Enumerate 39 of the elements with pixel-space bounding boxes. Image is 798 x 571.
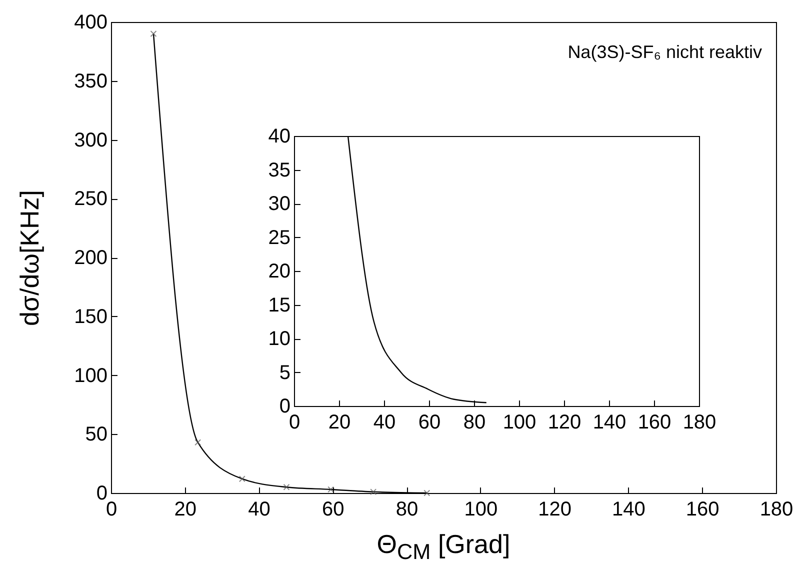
y-tick-label: 400 <box>74 12 108 34</box>
x-tick-label: 160 <box>686 498 720 520</box>
x-tick-label: 40 <box>248 498 270 520</box>
y-tick-label: 50 <box>85 424 108 446</box>
y-tick-label: 300 <box>74 129 108 152</box>
y-tick-label: 35 <box>268 159 290 182</box>
y-tick-label: 150 <box>74 306 108 328</box>
annotation: Na(3S)-SF₆ nicht reaktiv <box>568 42 762 63</box>
x-tick-label: 80 <box>463 412 486 434</box>
y-tick-label: 20 <box>268 260 290 282</box>
y-tick-label: 40 <box>268 126 290 148</box>
x-tick-label: 160 <box>638 412 672 434</box>
y-tick-label: 200 <box>74 247 108 269</box>
y-tick-label: 250 <box>74 188 108 210</box>
y-tick-label: 30 <box>268 193 290 215</box>
x-tick-label: 120 <box>548 412 582 434</box>
x-tick-label: 120 <box>538 498 572 520</box>
x-tick-label: 20 <box>328 412 351 434</box>
y-tick-label: 25 <box>268 226 290 249</box>
x-tick-label: 100 <box>464 498 498 520</box>
x-tick-label: 20 <box>174 498 197 520</box>
y-tick-label: 5 <box>279 362 290 384</box>
x-tick-label: 180 <box>760 498 794 520</box>
x-tick-label: 60 <box>418 412 441 434</box>
x-tick-label: 140 <box>612 498 646 520</box>
x-tick-label: 80 <box>396 498 418 520</box>
x-tick-label: 100 <box>502 412 536 434</box>
y-tick-label: 10 <box>268 328 290 350</box>
y-axis-title: dσ/dω[KHz] <box>14 189 46 326</box>
x-tick-label: 60 <box>322 498 344 520</box>
x-tick-label: 140 <box>592 412 626 434</box>
y-tick-label: 350 <box>74 70 108 92</box>
y-tick-label: 0 <box>279 396 290 418</box>
x-axis-title: Θ$_{CM}$ [Grad] <box>376 529 510 566</box>
y-tick-label: 15 <box>268 294 290 316</box>
y-tick-label: 0 <box>96 482 108 504</box>
x-tick-label: 40 <box>373 412 396 434</box>
x-tick-label: 180 <box>682 412 716 434</box>
y-tick-label: 100 <box>74 364 108 387</box>
